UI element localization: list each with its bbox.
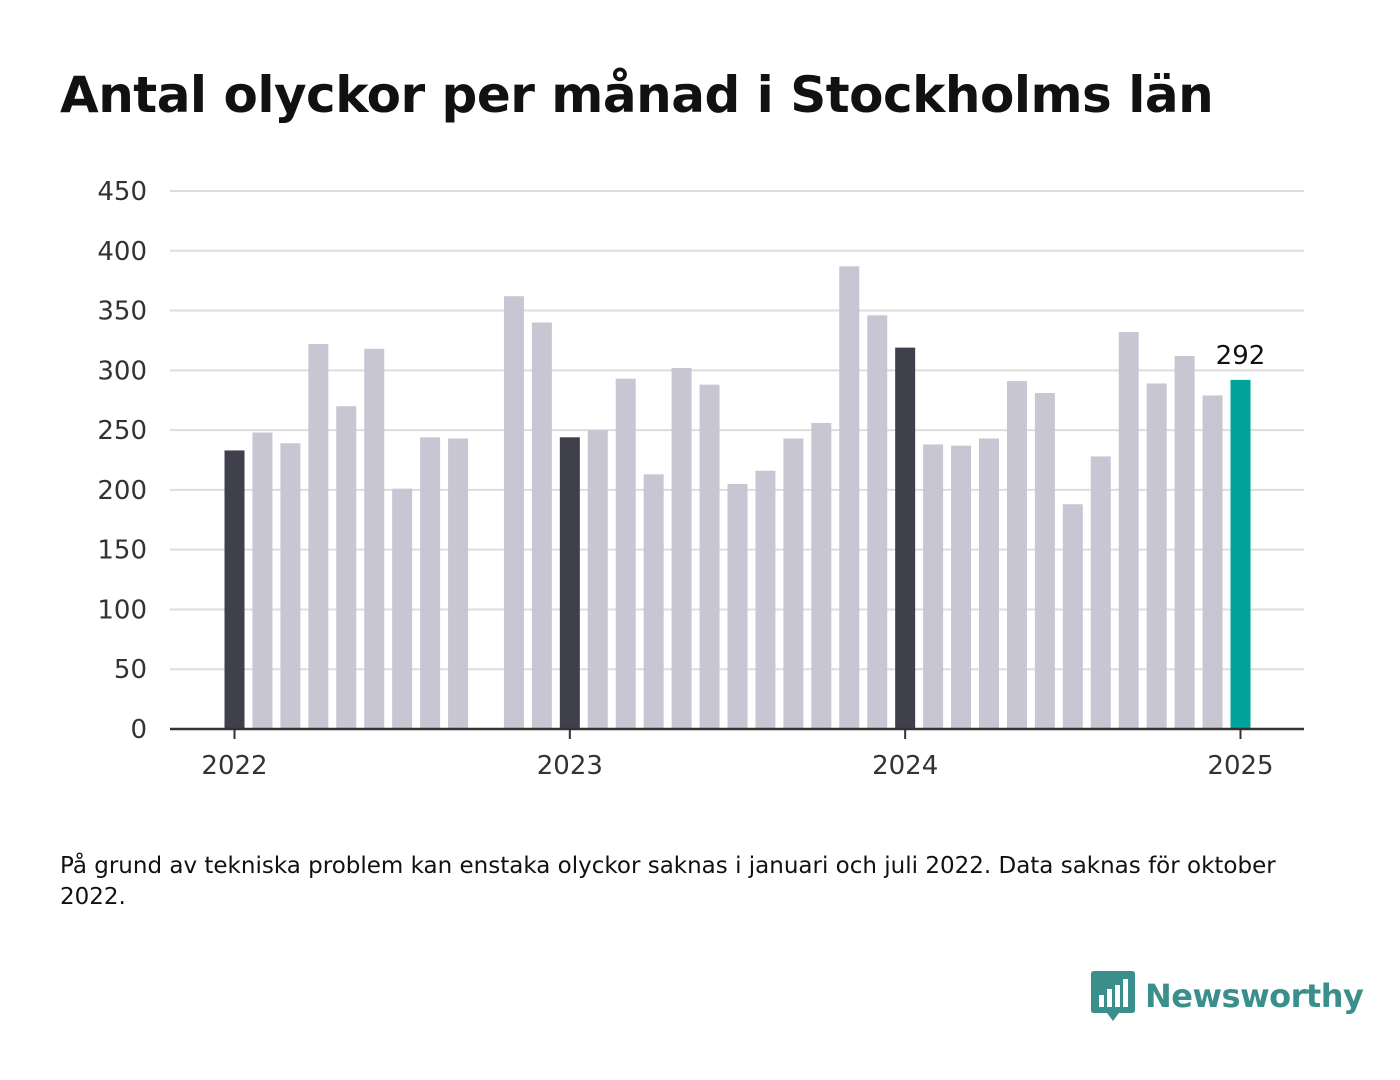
y-tick-label: 300 <box>97 356 147 386</box>
bar-2023-05 <box>671 367 692 729</box>
bar-2022-11 <box>503 296 524 729</box>
bar-2023-02 <box>587 430 608 729</box>
bar-2023-03 <box>615 378 636 729</box>
bar-2022-01 <box>224 450 245 729</box>
bar-2024-12 <box>1202 395 1223 729</box>
bar-chart-bubble-icon <box>1091 971 1135 1021</box>
y-tick-label: 400 <box>97 237 147 267</box>
y-tick-label: 450 <box>97 177 147 207</box>
y-tick-label: 200 <box>97 476 147 506</box>
y-tick-label: 50 <box>114 655 147 685</box>
bar-2022-03 <box>280 443 301 729</box>
bar-2024-02 <box>923 444 944 729</box>
bar-2023-09 <box>783 438 804 729</box>
highlight-value-label: 292 <box>1216 341 1266 371</box>
bar-2022-09 <box>448 438 469 729</box>
x-tick-label: 2024 <box>872 751 938 781</box>
bar-2024-07 <box>1062 504 1083 729</box>
bar-2022-04 <box>308 344 329 729</box>
bar-2024-05 <box>1006 381 1027 729</box>
y-tick-label: 100 <box>97 595 147 625</box>
bar-2024-03 <box>951 445 972 729</box>
bar-2022-05 <box>336 406 357 729</box>
bar-2023-07 <box>727 483 748 729</box>
y-tick-label: 0 <box>130 715 147 745</box>
bar-2023-01 <box>559 437 580 729</box>
bar-2024-01 <box>895 347 916 729</box>
bar-2024-08 <box>1090 456 1111 729</box>
bar-2022-12 <box>531 322 552 729</box>
bar-2024-06 <box>1034 393 1055 729</box>
x-axis: 2022 2023 2024 2025 <box>170 727 1304 781</box>
bar-2023-10 <box>811 422 832 729</box>
bar-chart: 0 50 100 150 200 250 300 350 400 450 2022 2023 2024… <box>97 177 1304 781</box>
brand-name: Newsworthy <box>1145 977 1364 1015</box>
bar-2024-10 <box>1146 383 1167 729</box>
bar-2022-02 <box>252 432 273 729</box>
footnote: På grund av tekniska problem kan enstaka… <box>60 853 1276 910</box>
bar-2023-04 <box>643 474 664 729</box>
y-tick-label: 350 <box>97 297 147 327</box>
bar-2024-04 <box>979 438 999 729</box>
bar-2024-09 <box>1118 332 1139 729</box>
x-tick-label: 2023 <box>537 751 603 781</box>
bar-2022-08 <box>420 437 441 729</box>
bar-2025-01 <box>1230 379 1251 729</box>
bar-2023-06 <box>699 384 720 729</box>
labels: 292 <box>1216 341 1266 371</box>
bar-2023-11 <box>839 266 860 729</box>
bar-2022-07 <box>392 488 413 729</box>
y-tick-label: 150 <box>97 536 147 566</box>
y-tick-label: 250 <box>97 416 147 446</box>
bars <box>224 266 1251 729</box>
bar-2023-08 <box>755 470 776 729</box>
bar-2022-06 <box>364 348 385 729</box>
chart-title: Antal olyckor per månad i Stockholms län <box>60 66 1214 124</box>
x-tick-label: 2025 <box>1207 751 1273 781</box>
newsworthy-logo: Newsworthy <box>1091 970 1364 1022</box>
x-tick-label: 2022 <box>201 751 267 781</box>
bar-2024-11 <box>1174 355 1195 729</box>
bar-2023-12 <box>867 315 888 729</box>
